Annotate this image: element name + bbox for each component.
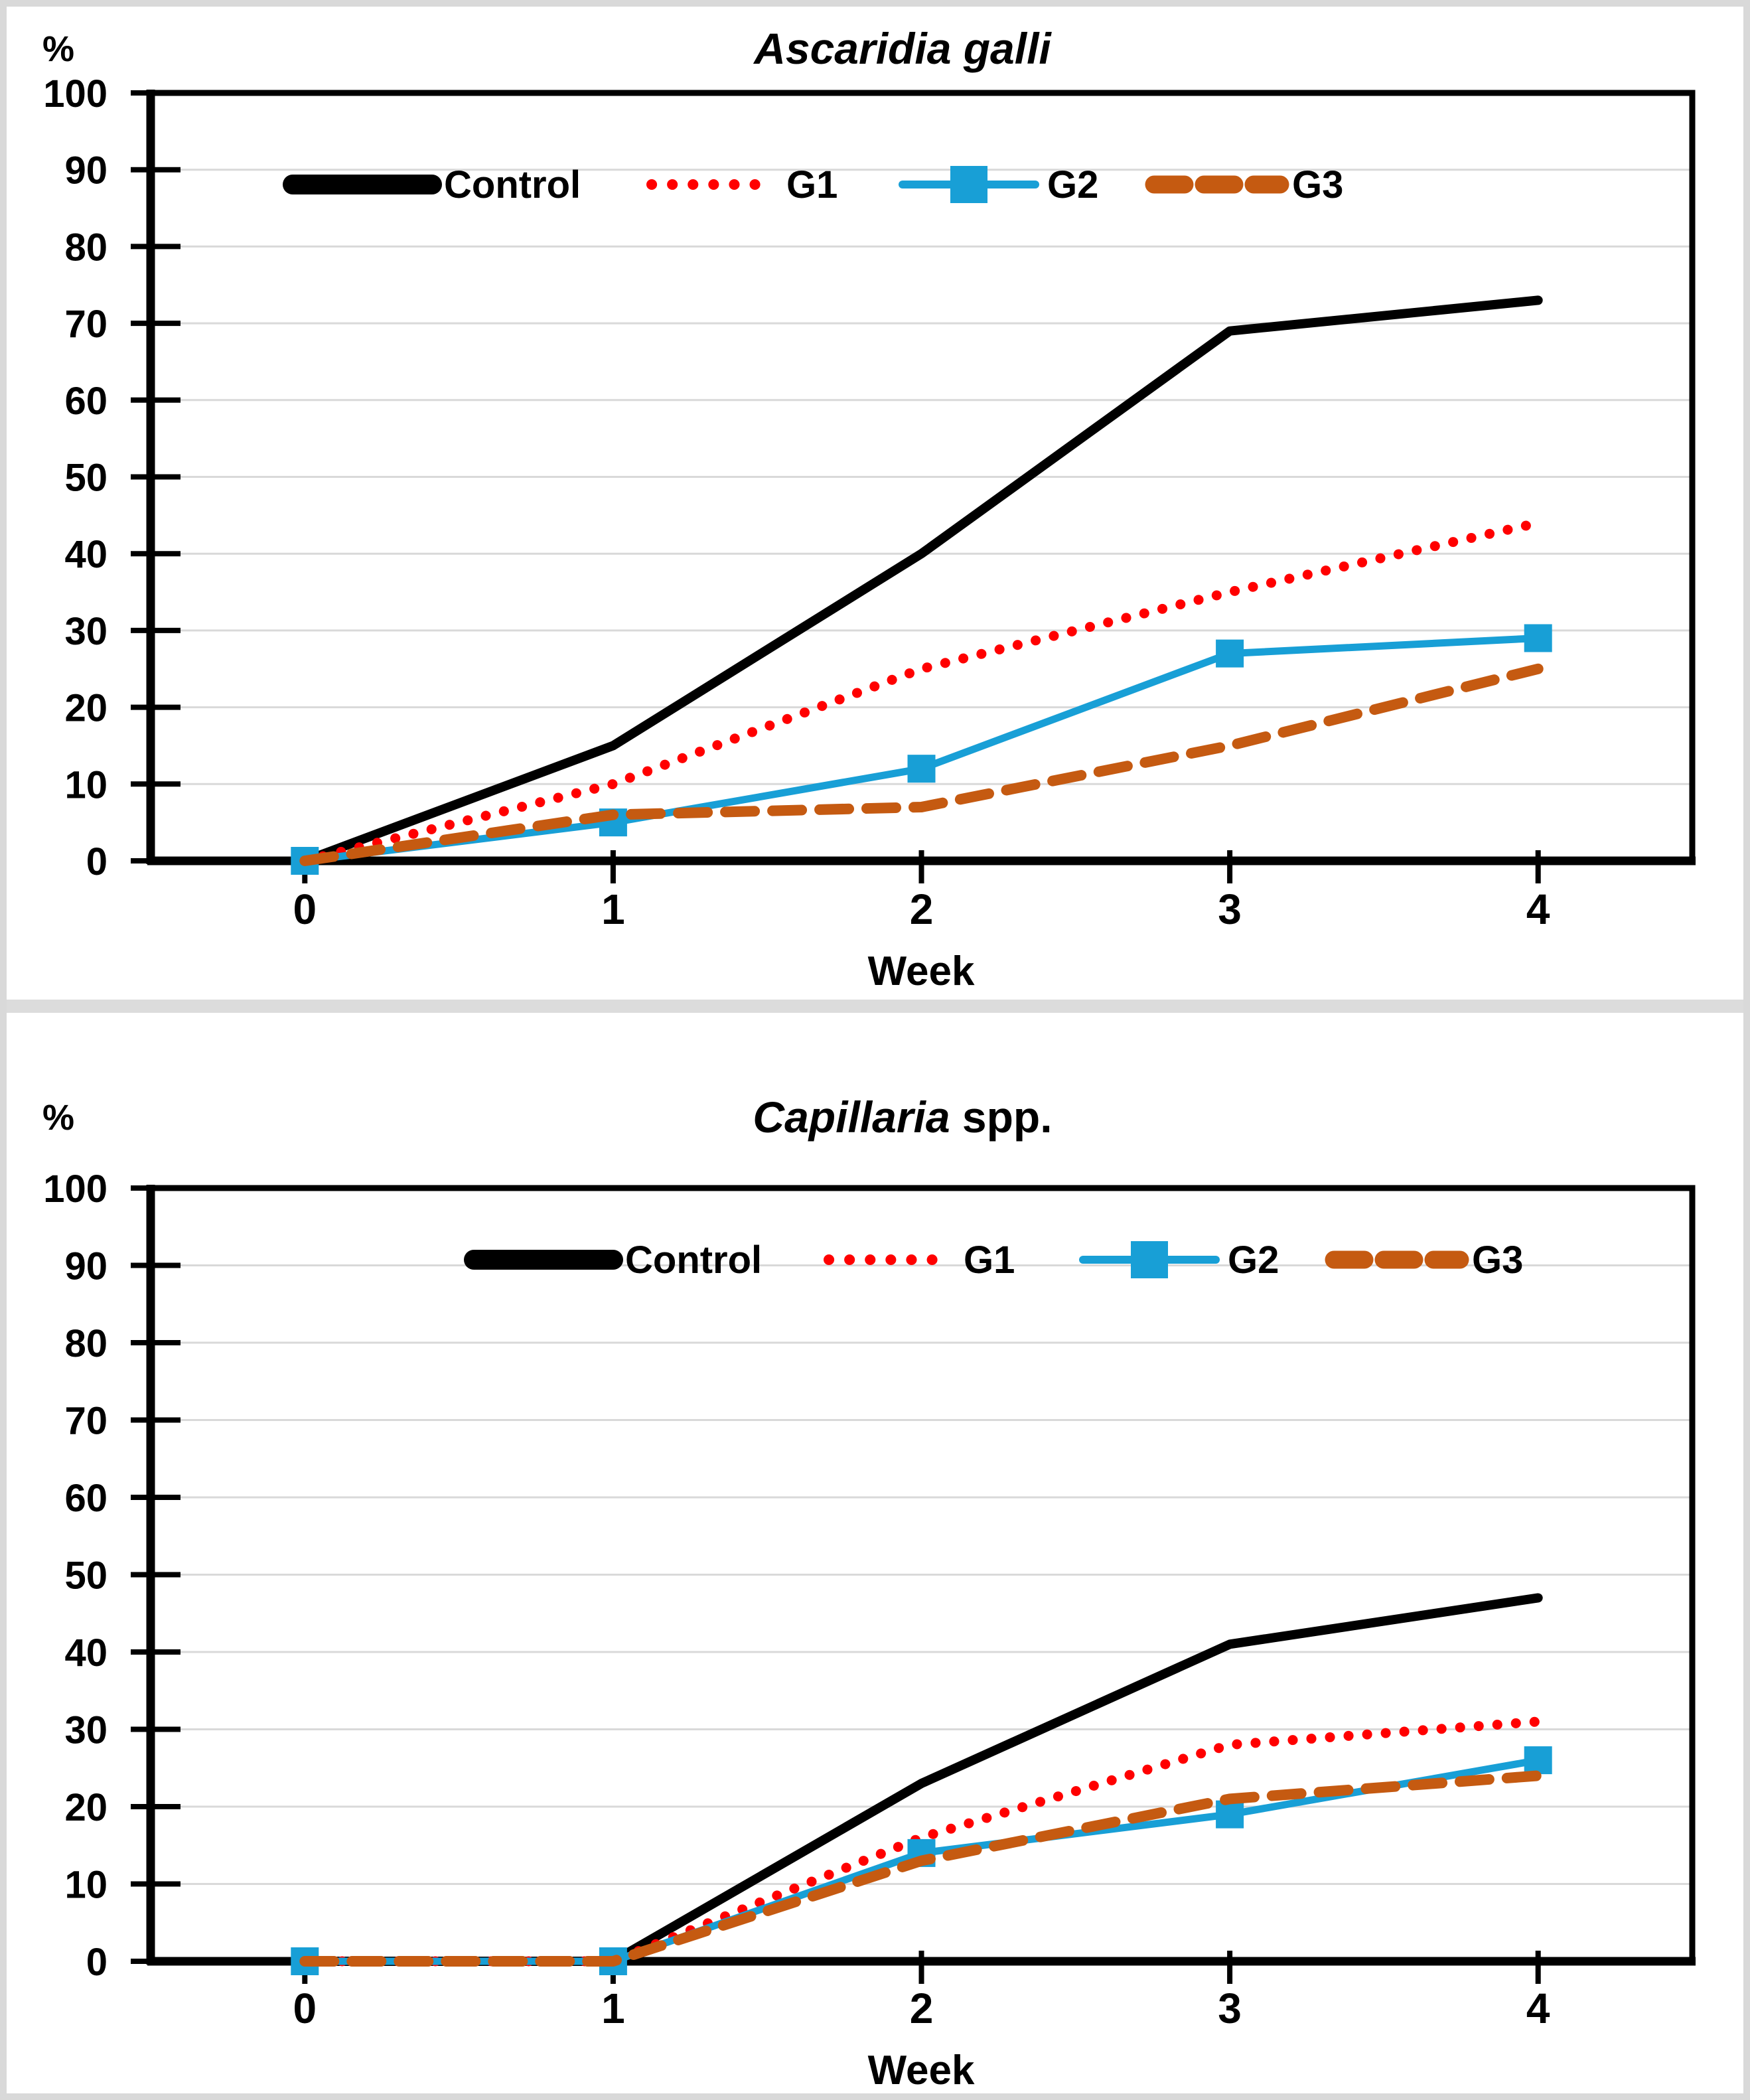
chart-capillaria-spp: % Capillaria spp. Week 01020304050607080… — [42, 1092, 1696, 2093]
y-tick-label: 10 — [64, 763, 108, 806]
y-tick-label: 40 — [64, 533, 108, 576]
data-point-marker-g2 — [1524, 624, 1552, 652]
chart-title: Ascaridia galli — [753, 24, 1052, 73]
y-tick-label: 30 — [64, 1709, 108, 1752]
legend-label-control: Control — [444, 163, 581, 206]
legend-label-g3: G3 — [1292, 163, 1343, 206]
legend-marker-g2 — [950, 166, 987, 203]
legend-marker-g2 — [1131, 1241, 1168, 1278]
data-point-marker-g2 — [1524, 1746, 1552, 1775]
x-tick-label: 3 — [1218, 1985, 1242, 2032]
panel-divider — [7, 1000, 1743, 1013]
x-axis-title: Week — [868, 948, 975, 994]
series-line-g3 — [299, 1770, 1544, 1967]
y-tick-label: 70 — [64, 1400, 108, 1443]
y-tick-label: 80 — [64, 226, 108, 269]
legend-label-g2: G2 — [1047, 163, 1098, 206]
x-tick-label: 0 — [293, 885, 317, 933]
y-tick-label: 90 — [64, 1245, 108, 1288]
y-tick-label: 40 — [64, 1631, 108, 1675]
data-point-marker-g2 — [1216, 1800, 1244, 1829]
y-tick-label: 50 — [64, 1554, 108, 1598]
y-axis-unit-label: % — [42, 1098, 74, 1138]
x-tick-label: 2 — [910, 1985, 934, 2032]
y-tick-label: 20 — [64, 1786, 108, 1829]
series-line-control — [300, 295, 1543, 865]
legend-label-g2: G2 — [1228, 1238, 1279, 1282]
y-tick-label: 60 — [64, 1477, 108, 1520]
y-tick-label: 100 — [43, 1167, 108, 1211]
series-line-g3 — [299, 663, 1544, 866]
chart-title: Capillaria spp. — [753, 1092, 1052, 1142]
plot-area: 0 10 20 30 40 50 60 70 80 90 100 0 1 2 3 4 Control G1 G2 G3 — [43, 1167, 1696, 2032]
plot-area: 0 10 20 30 40 50 60 70 80 90 100 0 1 2 3 4 Control G1 G2 G3 — [43, 72, 1696, 933]
y-tick-label: 10 — [64, 1864, 108, 1907]
y-tick-label: 60 — [64, 380, 108, 423]
y-tick-label: 0 — [86, 840, 108, 883]
y-tick-label: 0 — [86, 1941, 108, 1984]
legend-label-g1: G1 — [964, 1238, 1015, 1282]
legend-label-g3: G3 — [1472, 1238, 1523, 1282]
x-tick-label: 4 — [1526, 1985, 1550, 2032]
x-tick-label: 1 — [601, 885, 625, 933]
legend-label-control: Control — [625, 1238, 762, 1282]
y-tick-label: 50 — [64, 457, 108, 500]
y-tick-label: 100 — [43, 72, 108, 115]
legend-label-g1: G1 — [786, 163, 838, 206]
series-line-g2 — [301, 634, 1542, 865]
y-tick-label: 80 — [64, 1322, 108, 1365]
y-tick-label: 20 — [64, 687, 108, 730]
x-axis-title: Week — [868, 2048, 975, 2093]
x-tick-label: 4 — [1526, 885, 1550, 933]
y-tick-label: 90 — [64, 149, 108, 192]
y-axis-unit-label: % — [42, 29, 74, 69]
x-tick-label: 1 — [601, 1985, 625, 2032]
x-tick-label: 3 — [1218, 885, 1242, 933]
y-tick-label: 30 — [64, 610, 108, 653]
x-tick-label: 2 — [910, 885, 934, 933]
data-point-marker-g2 — [1216, 639, 1244, 668]
data-point-marker-g2 — [907, 755, 936, 783]
chart-ascaridia-galli: % Ascaridia galli Week 01020304050607080… — [42, 24, 1696, 994]
y-tick-label: 70 — [64, 303, 108, 346]
x-tick-label: 0 — [293, 1985, 317, 2032]
